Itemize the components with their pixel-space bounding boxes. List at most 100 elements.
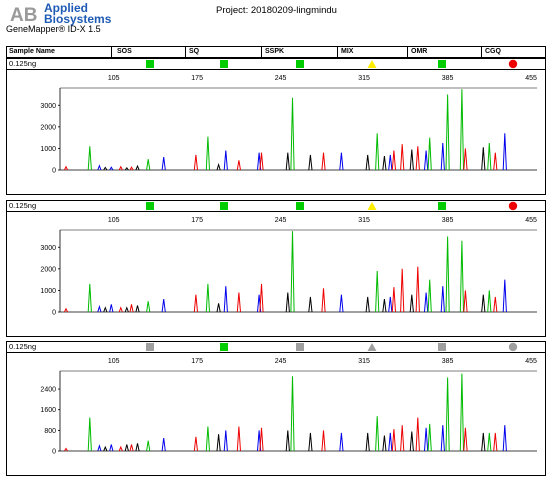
allele-peak [63, 307, 69, 313]
status-marker-sq-icon [220, 343, 228, 351]
status-marker-mix-icon [367, 60, 377, 68]
allele-peak [487, 432, 492, 452]
status-marker-mix-icon [367, 202, 377, 210]
allele-peak [109, 304, 114, 313]
allele-peak [161, 157, 166, 171]
allele-peak [365, 432, 370, 452]
status-marker-sspk-icon [296, 202, 304, 210]
allele-peak [400, 268, 405, 313]
trace-blue [97, 133, 507, 171]
allele-peak [339, 432, 344, 452]
allele-peak [87, 146, 92, 171]
allele-peak [118, 165, 123, 171]
svg-text:AB: AB [10, 5, 37, 24]
allele-peak [87, 417, 92, 452]
allele-peak [481, 294, 486, 313]
allele-peak [365, 296, 370, 313]
allele-peak [382, 155, 387, 171]
allele-peak [493, 296, 498, 313]
header-sspk: SSPK [265, 48, 285, 55]
status-marker-omr-icon [438, 343, 446, 351]
allele-peak [103, 445, 108, 452]
x-tick-label: 385 [442, 358, 454, 365]
project-title: Project: 20180209-lingmindu [216, 5, 337, 16]
allele-peak [481, 147, 486, 171]
allele-peak [223, 150, 228, 171]
allele-peak [382, 299, 387, 313]
allele-peak [463, 290, 468, 313]
allele-peak [391, 429, 396, 452]
x-tick-label: 105 [108, 358, 120, 365]
y-tick-label: 800 [44, 428, 56, 435]
trace-black [103, 292, 486, 313]
allele-peak [205, 283, 210, 313]
status-marker-sos-icon [146, 202, 154, 210]
x-tick-label: 315 [358, 358, 370, 365]
allele-peak [129, 444, 134, 452]
allele-peak [97, 304, 102, 313]
header-mix: MIX [341, 48, 354, 55]
allele-peak [415, 146, 420, 171]
allele-peak [339, 294, 344, 313]
status-marker-sq-icon [220, 60, 228, 68]
sample-panel-3[interactable]: 0.125ng 105 175 245 315 385 455 0 800 1600 2400 [6, 341, 546, 476]
allele-peak [415, 266, 420, 313]
electropherogram-chart[interactable]: 105 175 245 315 385 455 0 1000 2000 3000 [7, 70, 545, 194]
allele-peak [124, 306, 129, 313]
y-tick-label: 2400 [40, 387, 56, 394]
status-marker-cgq-icon [508, 59, 518, 69]
trace-red [63, 266, 498, 313]
electropherogram-chart[interactable]: 105 175 245 315 385 455 0 1000 2000 3000 [7, 212, 545, 336]
allele-peak [216, 434, 221, 452]
sample-panel-1[interactable]: 0.125ng 105 175 245 315 385 455 0 1000 2000 3000 [6, 58, 546, 195]
allele-peak [135, 443, 140, 452]
allele-peak [259, 427, 264, 452]
header-divider [111, 47, 112, 57]
allele-peak [161, 438, 166, 452]
header-cgq: CGQ [485, 48, 501, 55]
status-marker-sos-icon [146, 343, 154, 351]
brand-line-1: Applied [44, 1, 88, 15]
allele-peak [321, 152, 326, 171]
x-tick-label: 245 [275, 75, 287, 82]
y-tick-label: 0 [52, 449, 56, 456]
allele-peak [459, 240, 464, 313]
plot-axes [59, 88, 537, 171]
y-tick-label: 1000 [40, 146, 56, 153]
allele-peak [459, 373, 464, 452]
allele-peak [63, 165, 69, 171]
allele-peak [388, 154, 393, 171]
x-tick-label: 385 [442, 75, 454, 82]
allele-peak [321, 430, 326, 452]
x-tick-label: 245 [275, 217, 287, 224]
allele-peak [308, 154, 313, 171]
allele-peak [109, 166, 114, 171]
trace-green [87, 373, 492, 452]
allele-peak [493, 152, 498, 171]
trace-red [63, 417, 498, 452]
y-tick-label: 2000 [40, 266, 56, 273]
y-tick-label: 0 [52, 310, 56, 317]
allele-peak [502, 279, 507, 313]
y-tick-label: 1000 [40, 288, 56, 295]
header-sos: SOS [117, 48, 132, 55]
y-tick-label: 2000 [40, 124, 56, 131]
status-marker-sq-icon [220, 202, 228, 210]
panel-header: 0.125ng [7, 59, 545, 70]
allele-peak [375, 270, 380, 313]
electropherogram-chart[interactable]: 105 175 245 315 385 455 0 800 1600 2400 [7, 353, 545, 475]
status-marker-omr-icon [438, 60, 446, 68]
sample-panel-2[interactable]: 0.125ng 105 175 245 315 385 455 0 1000 2000 3000 [6, 200, 546, 337]
allele-peak [459, 89, 464, 171]
sample-label: 0.125ng [9, 59, 37, 68]
allele-peak [308, 432, 313, 452]
allele-peak [63, 447, 69, 452]
allele-peak [424, 150, 429, 171]
allele-peak [285, 292, 290, 313]
allele-peak [285, 430, 290, 452]
allele-peak [400, 144, 405, 171]
plot-axes [59, 230, 537, 313]
allele-peak [375, 133, 380, 171]
allele-peak [193, 436, 198, 452]
status-marker-sos-icon [146, 60, 154, 68]
